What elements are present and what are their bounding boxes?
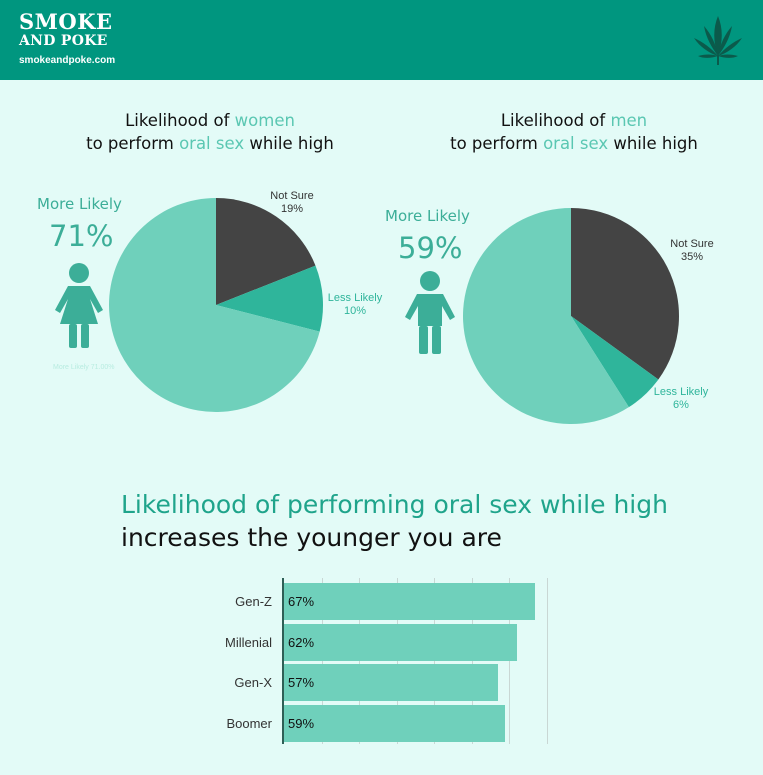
bar-chart-axis bbox=[282, 578, 284, 744]
logo-line2: AND POKE bbox=[19, 33, 108, 49]
men-pie-chart bbox=[462, 208, 679, 424]
grid-line bbox=[471, 578, 473, 744]
men-title-hl2: oral sex bbox=[543, 134, 609, 153]
women-slice-less-likely bbox=[216, 265, 323, 332]
bar-category-label: Boomer bbox=[226, 715, 272, 731]
women-chart-title: Likelihood of women to perform oral sex … bbox=[40, 109, 380, 155]
header-bar: SMOKE AND POKE smokeandpoke.com bbox=[0, 0, 763, 80]
men-title-hl: men bbox=[610, 111, 648, 130]
women-less-likely-label: Less Likely 10% bbox=[325, 292, 385, 318]
women-not-sure-pct: 19% bbox=[280, 203, 304, 215]
bar-category-label: Gen-X bbox=[234, 675, 272, 690]
women-less-likely-pct: 10% bbox=[343, 305, 367, 317]
bar-section-title-line2: increases the younger you are bbox=[121, 523, 502, 552]
bar-value-label: 67% bbox=[288, 594, 315, 609]
bar-category-label: Millenial bbox=[225, 634, 272, 650]
cannabis-leaf-icon bbox=[694, 16, 742, 65]
men-not-sure-text: Not Sure bbox=[670, 238, 714, 250]
men-less-likely-text: Less Likely bbox=[653, 386, 709, 398]
men-more-likely-label: More Likely bbox=[385, 207, 470, 225]
men-less-likely-label: Less Likely 6% bbox=[651, 386, 711, 412]
men-not-sure-label: Not Sure 35% bbox=[662, 238, 722, 264]
bar-millenial bbox=[284, 623, 517, 661]
men-title-b: to perform bbox=[450, 134, 544, 153]
women-less-likely-text: Less Likely bbox=[327, 292, 383, 304]
men-slice-more-likely bbox=[462, 208, 629, 424]
bar-gen-x bbox=[284, 664, 498, 701]
grid-line bbox=[359, 578, 360, 744]
bar-gen-z bbox=[284, 583, 536, 620]
men-title-c: while high bbox=[608, 134, 698, 153]
men-less-likely-pct: 6% bbox=[673, 399, 689, 411]
women-title-hl: women bbox=[234, 111, 295, 130]
women-title-c: while high bbox=[244, 134, 334, 153]
women-title-a: Likelihood of bbox=[125, 111, 235, 130]
logo[interactable]: SMOKE AND POKE bbox=[19, 11, 112, 48]
grid-line bbox=[434, 578, 435, 744]
bar-value-label: 57% bbox=[288, 675, 315, 690]
men-chart-title: Likelihood of men to perform oral sex wh… bbox=[404, 109, 744, 155]
men-slice-not-sure bbox=[571, 208, 679, 380]
women-not-sure-text: Not Sure bbox=[270, 190, 314, 202]
bar-section-title-line1: Likelihood of performing oral sex while … bbox=[121, 490, 668, 519]
women-inner-label: More Likely 71.00% bbox=[53, 364, 115, 371]
bar-boomer bbox=[284, 704, 506, 742]
grid-line bbox=[509, 578, 510, 744]
women-pie-chart bbox=[108, 198, 323, 412]
women-more-likely-label: More Likely bbox=[37, 195, 122, 213]
men-title-a: Likelihood of bbox=[500, 111, 611, 130]
grid-line bbox=[546, 578, 548, 744]
bar-value-label: 62% bbox=[288, 634, 315, 650]
men-not-sure-pct: 35% bbox=[680, 251, 704, 263]
bar-value-label: 59% bbox=[288, 715, 315, 731]
grid-line bbox=[321, 578, 323, 744]
site-url[interactable]: smokeandpoke.com bbox=[19, 55, 116, 66]
women-more-likely-pct: 71% bbox=[49, 219, 114, 253]
grid-line bbox=[396, 578, 398, 744]
women-slice-more-likely bbox=[108, 198, 320, 412]
women-slice-not-sure bbox=[216, 198, 316, 305]
man-icon bbox=[405, 271, 455, 354]
women-title-b: to perform bbox=[86, 134, 180, 153]
women-title-hl2: oral sex bbox=[179, 134, 245, 153]
bar-category-label: Gen-Z bbox=[235, 594, 272, 609]
men-slice-less-likely bbox=[571, 316, 659, 408]
men-more-likely-pct: 59% bbox=[398, 231, 463, 265]
woman-icon bbox=[55, 263, 103, 348]
women-not-sure-label: Not Sure 19% bbox=[262, 190, 322, 216]
logo-line1: SMOKE bbox=[19, 9, 113, 34]
